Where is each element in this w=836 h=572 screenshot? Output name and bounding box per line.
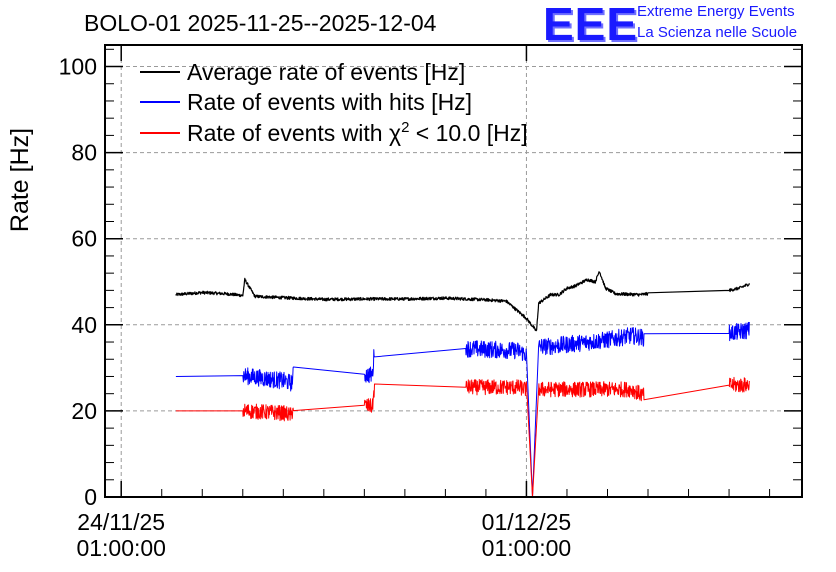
- legend-chi2-symbol: χ: [389, 120, 401, 146]
- legend-chi2-sup: 2: [401, 119, 409, 136]
- axes: 02040608010024/11/2501:00:0001/12/2501:0…: [59, 45, 802, 561]
- y-axis-title: Rate [Hz]: [6, 128, 34, 232]
- legend-label-average: Average rate of events [Hz]: [187, 59, 465, 85]
- series-line-2: [175, 376, 750, 498]
- logo-line-2: La Scienza nelle Scuole: [637, 24, 798, 41]
- plot-frame: [104, 44, 803, 498]
- series-line-0: [175, 271, 750, 332]
- legend-label-hits: Rate of events with hits [Hz]: [187, 89, 472, 115]
- eee-logo-mark: EEE: [543, 0, 639, 50]
- legend-label-chi2: Rate of events with χ2 < 10.0 [Hz]: [187, 119, 528, 146]
- series-lines: [175, 271, 750, 498]
- x-tick-label-time: 01:00:00: [76, 535, 166, 561]
- legend: Average rate of events [Hz] Rate of even…: [140, 59, 528, 146]
- x-tick-label-time: 01:00:00: [482, 535, 572, 561]
- x-tick-label-date: 01/12/25: [482, 509, 572, 535]
- y-tick-label: 100: [59, 54, 97, 80]
- y-tick-label: 20: [71, 398, 97, 424]
- series-line-1: [175, 321, 750, 498]
- y-tick-label: 0: [84, 484, 97, 510]
- chart-title: BOLO-01 2025-11-25--2025-12-04: [84, 10, 437, 36]
- legend-chi2-post: < 10.0 [Hz]: [409, 120, 527, 146]
- y-tick-label: 80: [71, 140, 97, 166]
- legend-chi2-pre: Rate of events with: [187, 120, 389, 146]
- x-tick-label-date: 24/11/25: [77, 509, 165, 535]
- grid-lines: [105, 45, 802, 497]
- y-tick-label: 40: [71, 312, 97, 338]
- y-tick-label: 60: [71, 226, 97, 252]
- logo-line-1: Extreme Energy Events: [637, 3, 795, 20]
